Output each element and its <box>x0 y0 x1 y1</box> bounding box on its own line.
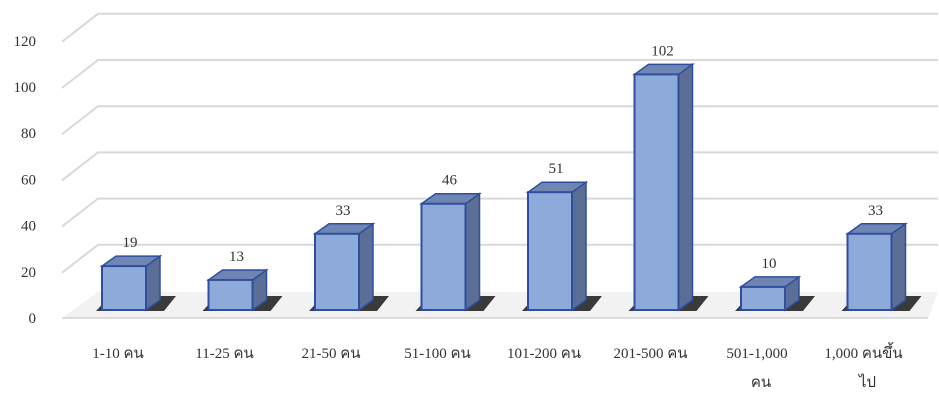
category-label-line: 11-25 คน <box>195 346 253 362</box>
data-label: 19 <box>123 235 138 251</box>
bar-front-face <box>846 232 893 312</box>
y-tick-label: 40 <box>21 219 36 235</box>
bar <box>206 268 269 312</box>
category-label-line: คน <box>751 375 771 391</box>
y-tick-label: 0 <box>29 311 37 327</box>
y-tick-label: 120 <box>14 34 37 50</box>
category-label-line: ไป <box>858 373 876 391</box>
category-label-line: 51-100 คน <box>404 346 471 362</box>
category-label: 201-500 คน <box>613 346 687 362</box>
floor-plane <box>62 292 938 318</box>
bar-front-face <box>207 278 254 312</box>
gridline-40 <box>61 197 938 228</box>
bar <box>845 222 908 312</box>
data-label: 13 <box>229 249 244 265</box>
category-label: 501-1,000 คน <box>726 346 787 391</box>
y-tick-label: 60 <box>21 172 36 188</box>
bar-side-face <box>571 180 587 312</box>
category-label-line: 201-500 คน <box>613 346 687 362</box>
gridline-80 <box>61 105 938 135</box>
data-label: 10 <box>762 256 777 272</box>
bar-side-face <box>464 192 481 312</box>
category-label-line: 21-50 คน <box>301 346 360 362</box>
data-label: 102 <box>651 43 674 59</box>
category-label: 21-50 คน <box>301 346 360 362</box>
category-label-line: 101-200 คน <box>507 346 581 362</box>
x-axis-categories: 1-10 คน 11-25 คน 21-50 คน 51-100 คน 101-200 … <box>92 342 902 391</box>
bar-side-face <box>358 222 374 312</box>
gridline-120 <box>61 12 938 43</box>
category-label: 11-25 คน <box>195 346 253 362</box>
category-label-line: 501-1,000 <box>726 346 787 362</box>
data-label: 46 <box>442 173 458 189</box>
data-label: 51 <box>549 161 564 177</box>
gridlines <box>61 12 938 274</box>
bar <box>419 192 482 312</box>
y-tick-label: 100 <box>14 80 37 96</box>
category-label-line: 1-10 คน <box>92 346 144 362</box>
bar-side-face <box>677 62 694 312</box>
y-tick-label: 80 <box>21 126 36 142</box>
bar-front-face <box>420 202 467 312</box>
y-tick-label: 20 <box>21 265 36 281</box>
bar-front-face <box>527 191 573 311</box>
bar <box>738 275 802 312</box>
gridline-100 <box>61 59 938 89</box>
data-label: 33 <box>336 203 351 219</box>
data-label: 33 <box>868 203 883 219</box>
category-label: 1-10 คน <box>92 346 144 362</box>
bars <box>96 62 922 312</box>
bar <box>525 180 589 312</box>
bar <box>312 222 376 312</box>
bar <box>99 254 163 312</box>
bar-front-face <box>101 265 147 311</box>
category-label-line: 1,000 คนขึ้น <box>824 342 902 362</box>
data-labels: 19 13 33 46 51 102 10 33 <box>123 43 884 272</box>
bar-front-face <box>740 285 786 311</box>
gridline-20 <box>61 243 938 274</box>
gridline-60 <box>61 151 938 182</box>
bar-front-face <box>314 232 360 312</box>
floor <box>62 292 938 319</box>
bar-front-face <box>633 73 680 311</box>
bar <box>632 62 695 312</box>
y-axis-ticks: 0 20 40 60 80 100 120 <box>14 34 37 327</box>
category-label: 1,000 คนขึ้นไป <box>824 342 902 391</box>
category-label: 51-100 คน <box>404 346 471 362</box>
bar-side-face <box>890 222 907 312</box>
category-label: 101-200 คน <box>507 346 581 362</box>
